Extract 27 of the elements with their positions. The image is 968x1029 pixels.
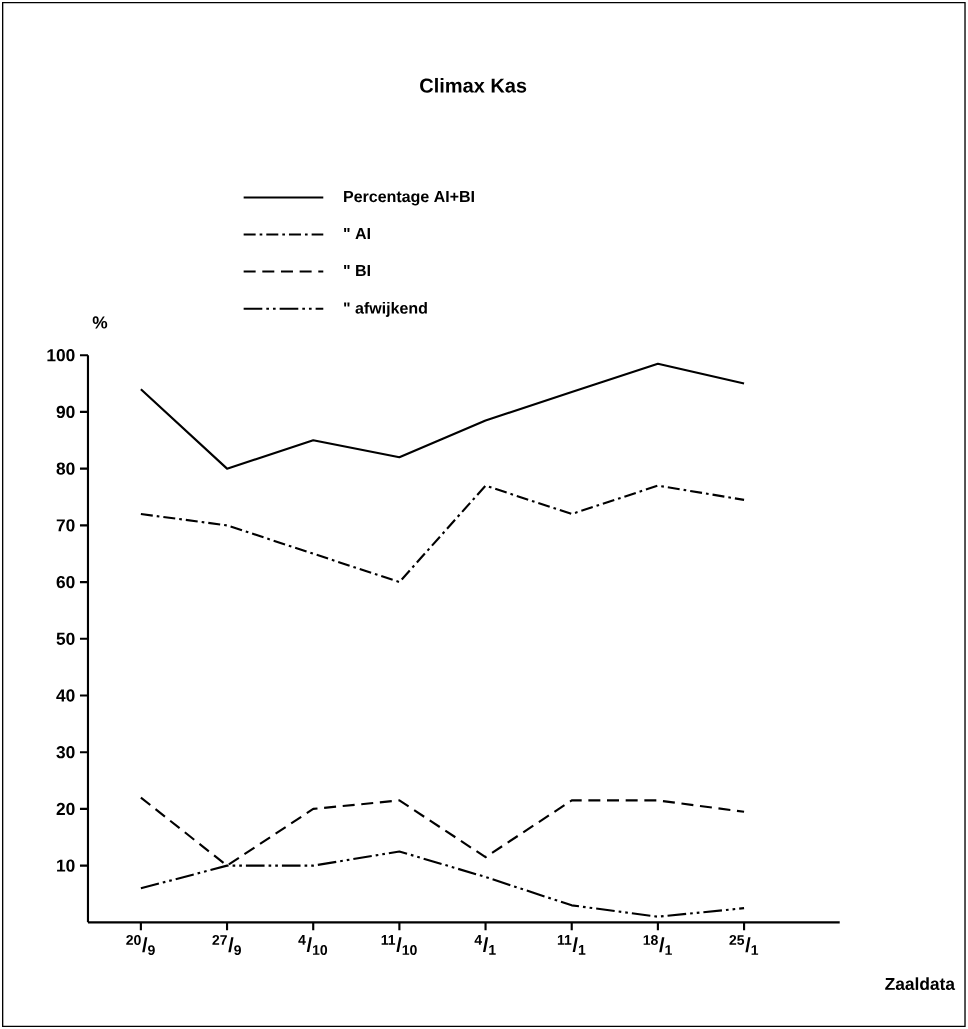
line-series	[139, 484, 746, 584]
x-tick-label: $^{25}$/$_{1}$	[729, 935, 759, 955]
x-tick-label: $^{11}$/$_{1}$	[558, 935, 586, 955]
y-tick-label: 90	[56, 405, 75, 419]
chart-title: Climax Kas	[420, 77, 527, 93]
legend-label: " AI	[344, 228, 371, 240]
x-tick-label: $^{18}$/$_{1}$	[643, 935, 673, 955]
y-tick-label: 100	[47, 349, 75, 362]
legend-label: " BI	[344, 265, 371, 277]
y-tick-label: 10	[57, 859, 75, 872]
y-axis-title: %	[92, 316, 108, 329]
y-tick-label: 70	[56, 519, 75, 532]
y-tick-label: 20	[56, 802, 75, 816]
y-tick-label: 50	[56, 632, 75, 645]
x-tick-label: $^{27}$/$_{9}$	[212, 935, 242, 956]
y-tick-label: 60	[56, 575, 75, 589]
x-axis-title: Zaaldata	[885, 977, 956, 991]
y-tick-label: 40	[56, 689, 75, 702]
x-tick-label: $^{4}$/$_{1}$	[474, 935, 496, 955]
line-series	[139, 362, 746, 470]
y-tick-label: 80	[56, 462, 75, 475]
x-tick-label: $^{4}$/$_{10}$	[298, 935, 328, 955]
legend-label: " afwijkend	[344, 302, 428, 317]
y-tick-label: 30	[56, 746, 75, 759]
x-tick-label: $^{20}$/$_{9}$	[126, 935, 155, 956]
x-tick-label: $^{11}$/$_{10}$	[381, 935, 417, 955]
legend-label: Percentage AI+BI	[344, 191, 475, 206]
